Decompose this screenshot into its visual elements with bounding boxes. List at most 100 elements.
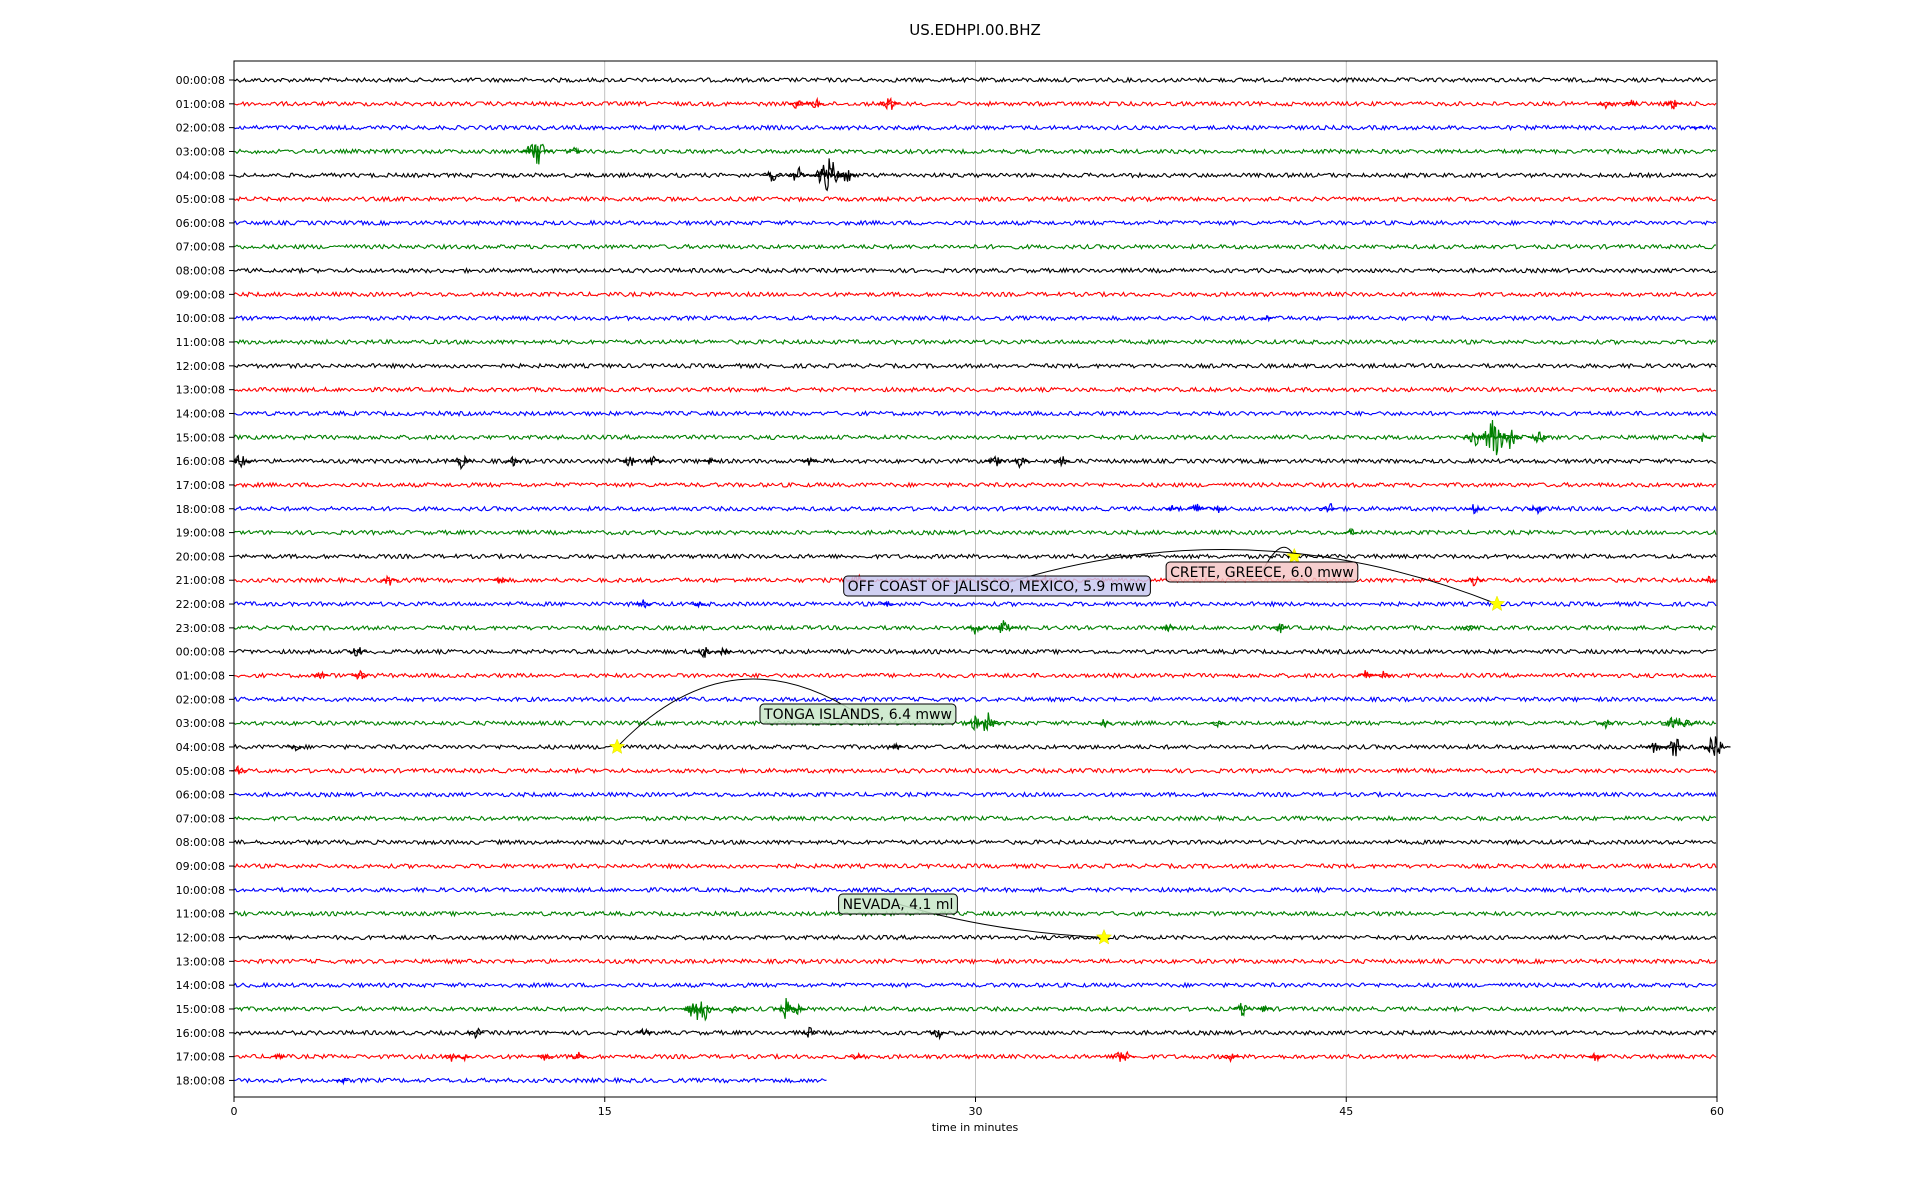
seismic-burst	[1526, 504, 1547, 516]
seismic-burst	[1220, 1053, 1240, 1064]
seismic-burst	[1319, 503, 1339, 513]
trace-row	[233, 314, 1717, 322]
seismic-burst	[456, 1054, 471, 1063]
trace-row	[233, 695, 1717, 703]
event-label: TONGA ISLANDS, 6.4 mww	[763, 707, 952, 723]
trace-row	[233, 624, 1717, 632]
row-time-label: 12:00:08	[176, 932, 225, 945]
seismic-burst	[715, 646, 732, 657]
event-connector	[616, 678, 859, 748]
seismic-burst	[965, 624, 986, 635]
trace-row	[233, 767, 1717, 775]
seismic-burst	[879, 600, 894, 607]
trace-row	[233, 219, 1717, 227]
seismic-burst	[336, 1077, 349, 1086]
row-time-label: 01:00:08	[176, 670, 225, 683]
seismic-burst	[787, 100, 807, 109]
seismic-burst	[1694, 431, 1711, 442]
seismic-burst	[1256, 1004, 1273, 1013]
seismic-burst	[1232, 1002, 1252, 1017]
seismic-burst	[467, 1027, 485, 1040]
trace-row	[233, 433, 1717, 441]
seismic-burst	[380, 574, 400, 586]
seismic-burst	[1597, 101, 1614, 110]
trace-row	[233, 934, 1717, 941]
seismic-burst	[1495, 429, 1523, 449]
row-time-label: 17:00:08	[176, 479, 225, 492]
trace-row	[233, 100, 1717, 108]
event-label: CRETE, GREECE, 6.0 mww	[1170, 565, 1354, 581]
seismic-burst	[877, 96, 900, 111]
row-time-label: 15:00:08	[176, 1003, 225, 1016]
seismic-burst	[312, 670, 329, 680]
trace-row	[233, 790, 1717, 798]
row-time-label: 15:00:08	[176, 431, 225, 444]
row-time-label: 16:00:08	[176, 1027, 225, 1040]
seismic-burst	[522, 143, 553, 165]
seismic-burst	[351, 669, 369, 680]
row-time-label: 13:00:08	[176, 955, 225, 968]
seismic-burst	[1464, 575, 1485, 587]
row-time-label: 04:00:08	[176, 741, 225, 754]
trace-row	[233, 648, 1717, 656]
row-time-label: 18:00:08	[176, 503, 225, 516]
x-axis-label: time in minutes	[932, 1121, 1019, 1134]
seismic-burst	[568, 1051, 586, 1060]
row-time-label: 19:00:08	[176, 527, 225, 540]
row-time-label: 02:00:08	[176, 693, 225, 706]
seismic-burst	[762, 170, 783, 182]
x-tick-label: 0	[231, 1105, 238, 1118]
seismic-burst	[1357, 670, 1375, 679]
seismic-burst	[984, 455, 1007, 467]
trace-row	[233, 862, 1717, 870]
trace-row	[233, 171, 1717, 179]
x-tick-label: 45	[1339, 1105, 1353, 1118]
seismic-burst	[1095, 719, 1113, 729]
seismic-burst	[684, 1001, 718, 1022]
seismic-burst	[1270, 623, 1288, 634]
trace-row	[233, 243, 1716, 251]
seismic-burst	[849, 1051, 864, 1060]
trace-row	[233, 386, 1717, 394]
seismic-burst	[1465, 504, 1484, 515]
trace-row	[233, 362, 1717, 370]
seismic-burst	[505, 455, 522, 467]
trace-row	[233, 957, 1717, 965]
chart-title: US.EDHPI.00.BHZ	[909, 21, 1041, 39]
trace-row	[233, 1052, 1717, 1061]
trace-row	[233, 529, 1717, 537]
row-time-label: 22:00:08	[176, 598, 225, 611]
seismic-burst	[1587, 1051, 1604, 1063]
seismic-burst	[1209, 720, 1226, 729]
seismic-burst	[1462, 625, 1477, 632]
row-time-label: 03:00:08	[176, 145, 225, 158]
trace-row	[233, 124, 1717, 132]
seismic-burst	[693, 647, 714, 659]
row-time-label: 09:00:08	[176, 860, 225, 873]
trace-row	[233, 672, 1717, 679]
event-star-marker	[1095, 928, 1113, 945]
row-time-label: 06:00:08	[176, 217, 225, 230]
row-time-label: 00:00:08	[176, 646, 225, 659]
seismic-burst	[1662, 738, 1687, 757]
row-time-label: 17:00:08	[176, 1051, 225, 1064]
seismic-burst	[1375, 670, 1392, 679]
seismic-burst	[1010, 457, 1030, 470]
seismic-burst	[691, 601, 706, 609]
trace-row	[233, 743, 1717, 751]
seismic-burst	[450, 454, 471, 471]
seismic-burst	[636, 599, 653, 609]
seismic-burst	[1527, 431, 1550, 444]
seismic-burst	[644, 455, 664, 466]
row-time-label: 08:00:08	[176, 836, 225, 849]
row-time-label: 11:00:08	[176, 336, 225, 349]
trace-row	[233, 552, 1717, 560]
row-time-label: 01:00:08	[176, 98, 225, 111]
event-star-marker	[1488, 595, 1506, 612]
event-star-marker	[608, 738, 626, 754]
seismic-burst	[788, 1002, 806, 1016]
seismic-burst	[702, 456, 720, 465]
seismic-burst	[1344, 527, 1359, 535]
trace-row	[233, 338, 1717, 346]
row-time-label: 06:00:08	[176, 789, 225, 802]
